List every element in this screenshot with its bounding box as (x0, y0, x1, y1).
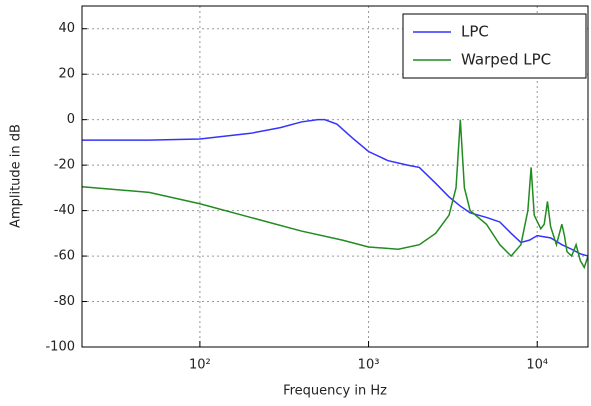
x-tick-label: 10⁴ (526, 358, 548, 373)
x-axis-label: Frequency in Hz (283, 384, 387, 399)
legend-label: Warped LPC (461, 51, 551, 69)
y-tick-label: -60 (54, 249, 75, 264)
line (82, 118, 588, 257)
y-tick-label: 40 (58, 21, 75, 36)
y-tick-label: -20 (54, 158, 75, 173)
y-tick-label: 0 (67, 112, 75, 127)
x-tick-label: 10³ (358, 358, 380, 373)
y-tick-label: 20 (58, 67, 75, 82)
y-tick-label: -80 (54, 294, 75, 309)
y-axis-label: Amplitude in dB (9, 124, 24, 228)
y-tick-label: -40 (54, 203, 75, 218)
line (82, 119, 588, 270)
y-tick-label: -100 (45, 340, 75, 355)
legend-box (402, 13, 587, 79)
x-tick-label: 10² (189, 358, 211, 373)
plot-frame (81, 5, 589, 348)
legend-label: LPC (461, 23, 489, 41)
